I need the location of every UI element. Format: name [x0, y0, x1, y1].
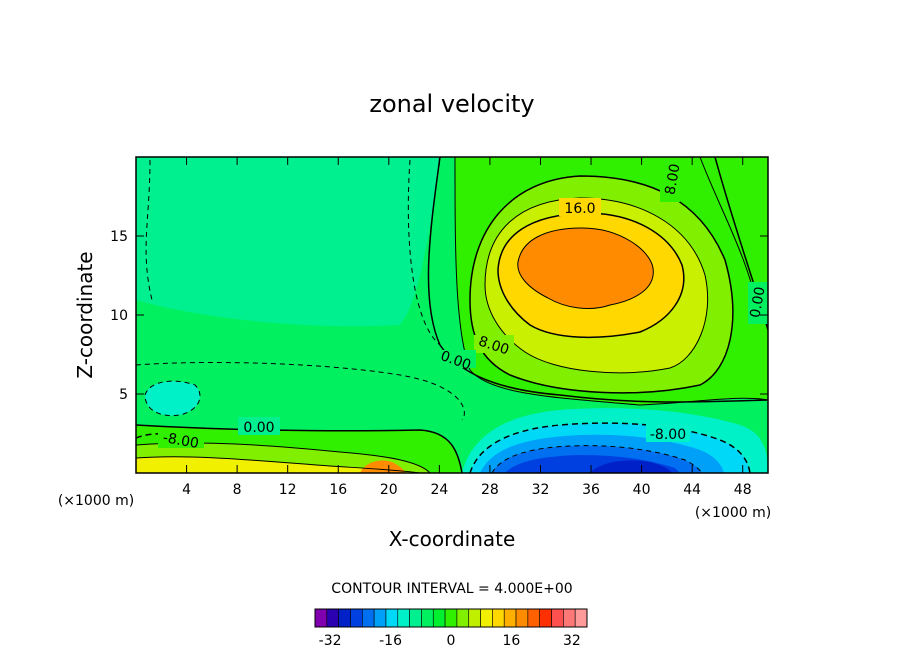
x-tick-label: 20 [380, 482, 398, 498]
y-tick-label: 15 [110, 229, 128, 245]
x-tick-label: 24 [430, 482, 448, 498]
contour-interval: CONTOUR INTERVAL = 4.000E+00 [331, 581, 572, 597]
label-halo [660, 160, 680, 202]
colorbar-swatch [373, 608, 387, 628]
colorbar-swatch [563, 608, 576, 628]
colorbar-swatch [503, 608, 517, 628]
band-surface-maximum [360, 460, 406, 473]
x-unit-left: (×1000 m) [58, 493, 134, 509]
x-tick-label: 32 [532, 482, 550, 498]
colorbar-swatch [314, 608, 328, 628]
label-halo [158, 430, 204, 448]
contour-line [145, 159, 153, 301]
label-halo [559, 198, 601, 216]
x-tick-label: 36 [582, 482, 600, 498]
colorbar-swatch [350, 608, 363, 628]
contour-line [407, 159, 441, 346]
band-lower-minus24 [590, 460, 672, 473]
colorbar-swatch [468, 608, 481, 628]
colorbar-swatch [515, 608, 529, 628]
contour-line [497, 212, 685, 339]
contour-label-minus8-lower: -8.00 [650, 427, 686, 443]
x-axis: 4 8 12 16 20 24 28 32 36 40 44 48 [182, 157, 752, 498]
colorbar-tick-label: 32 [563, 633, 581, 649]
colorbar-swatch [432, 608, 446, 628]
contour-line [517, 227, 654, 310]
label-halo [238, 417, 280, 435]
chart-title: zonal velocity [369, 90, 534, 118]
x-axis-title: X-coordinate [389, 527, 516, 551]
y-axis: 5 10 15 [110, 229, 768, 403]
colorbar-swatch [480, 608, 493, 628]
colorbar-swatch [539, 608, 552, 628]
contour-line [469, 175, 734, 394]
label-halo [436, 350, 476, 368]
colorbar-swatch [326, 608, 339, 628]
y-tick-label: 10 [110, 308, 128, 324]
x-tick-label: 8 [233, 482, 242, 498]
colorbar-swatch [385, 608, 399, 628]
x-tick-label: 28 [481, 482, 499, 498]
contour-label-8-top: 8.00 [662, 163, 683, 196]
band-surface-positive-3 [136, 456, 420, 473]
colorbar-swatch [527, 608, 540, 628]
x-tick-label: 48 [734, 482, 752, 498]
contour-line [469, 422, 751, 473]
contour-line [136, 432, 201, 441]
contour-lines [136, 157, 768, 473]
x-tick-label: 40 [633, 482, 651, 498]
colorbar-tick-label: 16 [503, 633, 521, 649]
contour-line [136, 424, 463, 473]
contour-line [427, 157, 768, 403]
label-halo [646, 424, 690, 442]
band-minus8-minus4-left [145, 381, 200, 416]
contour-line [136, 361, 465, 421]
contour-line [144, 380, 201, 417]
contour-line [491, 445, 703, 473]
label-halo [748, 282, 768, 324]
contour-label-0-left: 0.00 [243, 420, 274, 436]
colorbar-swatch [397, 608, 410, 628]
colorbar-swatch [456, 608, 470, 628]
contour-label-minus8-left: -8.00 [162, 430, 200, 452]
contour-label-16: 16.0 [564, 201, 595, 217]
contour-line [454, 157, 768, 406]
colorbar-swatch [574, 608, 588, 628]
x-tick-label: 12 [279, 482, 297, 498]
colorbar-tick-label: -16 [379, 633, 402, 649]
colorbar-tick-label: -32 [319, 633, 342, 649]
contour-labels: 16.0 8.00 8.00 0.00 0.00 0.00 -8.00 -8.0… [158, 160, 769, 452]
colorbar-frame [314, 608, 588, 628]
contour-line [484, 197, 709, 374]
colorbar-swatch [492, 608, 505, 628]
colorbar: -32 -16 0 16 32 [314, 608, 588, 649]
colorbar-swatch [338, 608, 351, 628]
x-unit-right: (×1000 m) [695, 505, 771, 521]
contour-line [136, 456, 421, 473]
colorbar-swatch [409, 608, 422, 628]
band-20-24 [517, 228, 654, 309]
x-tick-label: 16 [329, 482, 347, 498]
colorbar-swatch [421, 608, 434, 628]
colorbar-tick-label: 0 [447, 633, 456, 649]
colorbar-swatch [444, 608, 458, 628]
contour-label-0-right: 0.00 [747, 286, 768, 319]
x-tick-label: 44 [683, 482, 701, 498]
y-tick-label: 5 [119, 387, 128, 403]
x-tick-label: 4 [182, 482, 191, 498]
y-axis-title: Z-coordinate [73, 251, 97, 378]
colorbar-swatch [362, 608, 375, 628]
colorbar-swatch [551, 608, 564, 628]
label-halo [474, 335, 514, 353]
